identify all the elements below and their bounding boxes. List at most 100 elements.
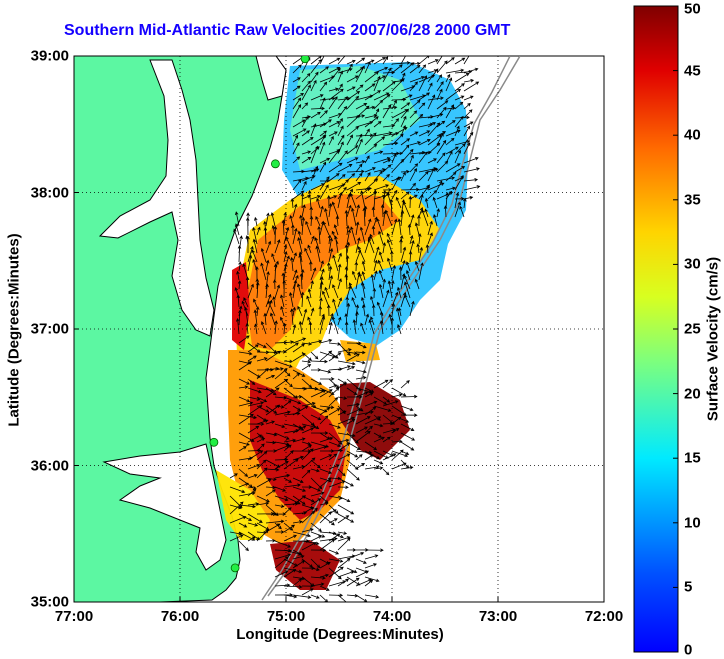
velocity-arrow xyxy=(265,449,278,453)
velocity-arrow xyxy=(364,83,376,92)
velocity-arrow xyxy=(364,132,377,146)
velocity-arrow xyxy=(405,269,411,281)
velocity-arrow xyxy=(382,81,396,92)
velocity-arrow xyxy=(391,449,404,461)
velocity-arrow xyxy=(270,212,276,227)
velocity-arrow xyxy=(289,215,294,227)
velocity-arrow xyxy=(328,464,340,470)
velocity-arrow xyxy=(373,75,381,92)
velocity-arrow xyxy=(382,56,389,65)
velocity-arrow xyxy=(370,273,375,290)
velocity-arrow xyxy=(418,151,428,164)
chart-title: Southern Mid-Atlantic Raw Velocities 200… xyxy=(64,22,511,39)
velocity-arrow xyxy=(382,159,392,164)
velocity-arrow xyxy=(382,436,391,443)
velocity-arrow xyxy=(328,121,341,128)
velocity-arrow xyxy=(344,244,349,263)
velocity-arrow xyxy=(247,463,261,470)
velocity-arrow xyxy=(319,513,335,526)
velocity-arrow xyxy=(328,593,344,598)
velocity-arrow xyxy=(237,245,242,263)
velocity-arrow xyxy=(360,281,366,299)
velocity-arrow xyxy=(247,425,260,434)
velocity-arrow xyxy=(382,428,397,434)
velocity-arrow xyxy=(319,562,331,569)
velocity-arrow xyxy=(247,473,258,479)
velocity-arrow xyxy=(386,257,393,272)
velocity-arrow xyxy=(337,117,343,128)
velocity-arrow xyxy=(274,239,281,254)
velocity-arrow xyxy=(246,235,250,254)
velocity-arrow xyxy=(319,97,326,110)
velocity-arrow xyxy=(310,359,328,364)
velocity-arrow xyxy=(310,267,317,281)
velocity-arrow xyxy=(371,304,376,317)
velocity-arrow xyxy=(376,218,384,236)
velocity-arrow xyxy=(245,217,250,236)
velocity-arrow xyxy=(238,396,251,403)
velocity-arrow xyxy=(238,540,249,552)
velocity-arrow xyxy=(355,405,364,412)
velocity-arrow xyxy=(283,359,294,364)
velocity-arrow xyxy=(344,209,349,227)
velocity-arrow xyxy=(436,152,446,164)
velocity-arrow xyxy=(310,79,317,92)
velocity-arrow xyxy=(346,126,360,137)
velocity-arrow xyxy=(414,278,420,290)
velocity-arrow xyxy=(229,501,244,515)
velocity-arrow xyxy=(310,111,321,119)
velocity-arrow xyxy=(301,115,311,119)
velocity-arrow xyxy=(236,294,240,308)
velocity-arrow xyxy=(337,297,343,308)
velocity-arrow xyxy=(301,115,309,128)
velocity-arrow xyxy=(292,306,296,317)
velocity-arrow xyxy=(344,321,349,335)
velocity-arrow xyxy=(319,268,325,281)
velocity-arrow xyxy=(229,531,243,536)
velocity-arrow xyxy=(377,259,384,272)
velocity-arrow xyxy=(292,119,306,128)
velocity-arrow xyxy=(337,278,342,290)
velocity-arrow xyxy=(292,423,305,431)
velocity-arrow xyxy=(292,92,305,101)
velocity-arrow xyxy=(260,247,267,263)
velocity-arrow xyxy=(310,486,321,492)
velocity-arrow xyxy=(364,172,371,182)
velocity-arrow xyxy=(400,394,418,399)
velocity-arrow xyxy=(301,441,312,446)
velocity-arrow xyxy=(355,187,370,200)
velocity-arrow xyxy=(328,202,333,218)
velocity-arrow xyxy=(238,351,253,356)
velocity-arrow xyxy=(355,430,371,443)
velocity-arrow xyxy=(265,405,278,414)
velocity-arrow xyxy=(272,296,276,308)
velocity-arrow xyxy=(436,160,449,173)
velocity-arrow xyxy=(292,455,304,461)
velocity-arrow xyxy=(349,192,357,209)
velocity-arrow xyxy=(238,477,253,488)
velocity-arrow xyxy=(304,247,312,263)
velocity-arrow xyxy=(319,260,324,272)
velocity-arrow xyxy=(267,300,276,317)
velocity-arrow xyxy=(292,520,303,524)
velocity-arrow xyxy=(409,167,417,182)
velocity-arrow xyxy=(373,150,384,155)
velocity-arrow xyxy=(319,110,328,119)
velocity-arrow xyxy=(355,237,361,254)
velocity-arrow xyxy=(418,138,431,146)
velocity-arrow xyxy=(445,192,449,209)
velocity-arrow xyxy=(364,406,377,416)
velocity-arrow xyxy=(245,322,250,335)
velocity-arrow xyxy=(337,537,351,551)
velocity-arrow xyxy=(321,290,330,308)
velocity-arrow xyxy=(310,307,315,317)
velocity-arrow xyxy=(301,156,312,164)
velocity-arrow xyxy=(256,467,268,479)
velocity-arrow xyxy=(237,280,242,290)
velocity-arrow xyxy=(373,466,384,470)
velocity-arrow xyxy=(436,100,449,110)
velocity-arrow xyxy=(337,173,346,182)
velocity-arrow xyxy=(373,57,386,65)
velocity-arrow xyxy=(319,184,329,200)
velocity-arrow xyxy=(364,425,373,434)
